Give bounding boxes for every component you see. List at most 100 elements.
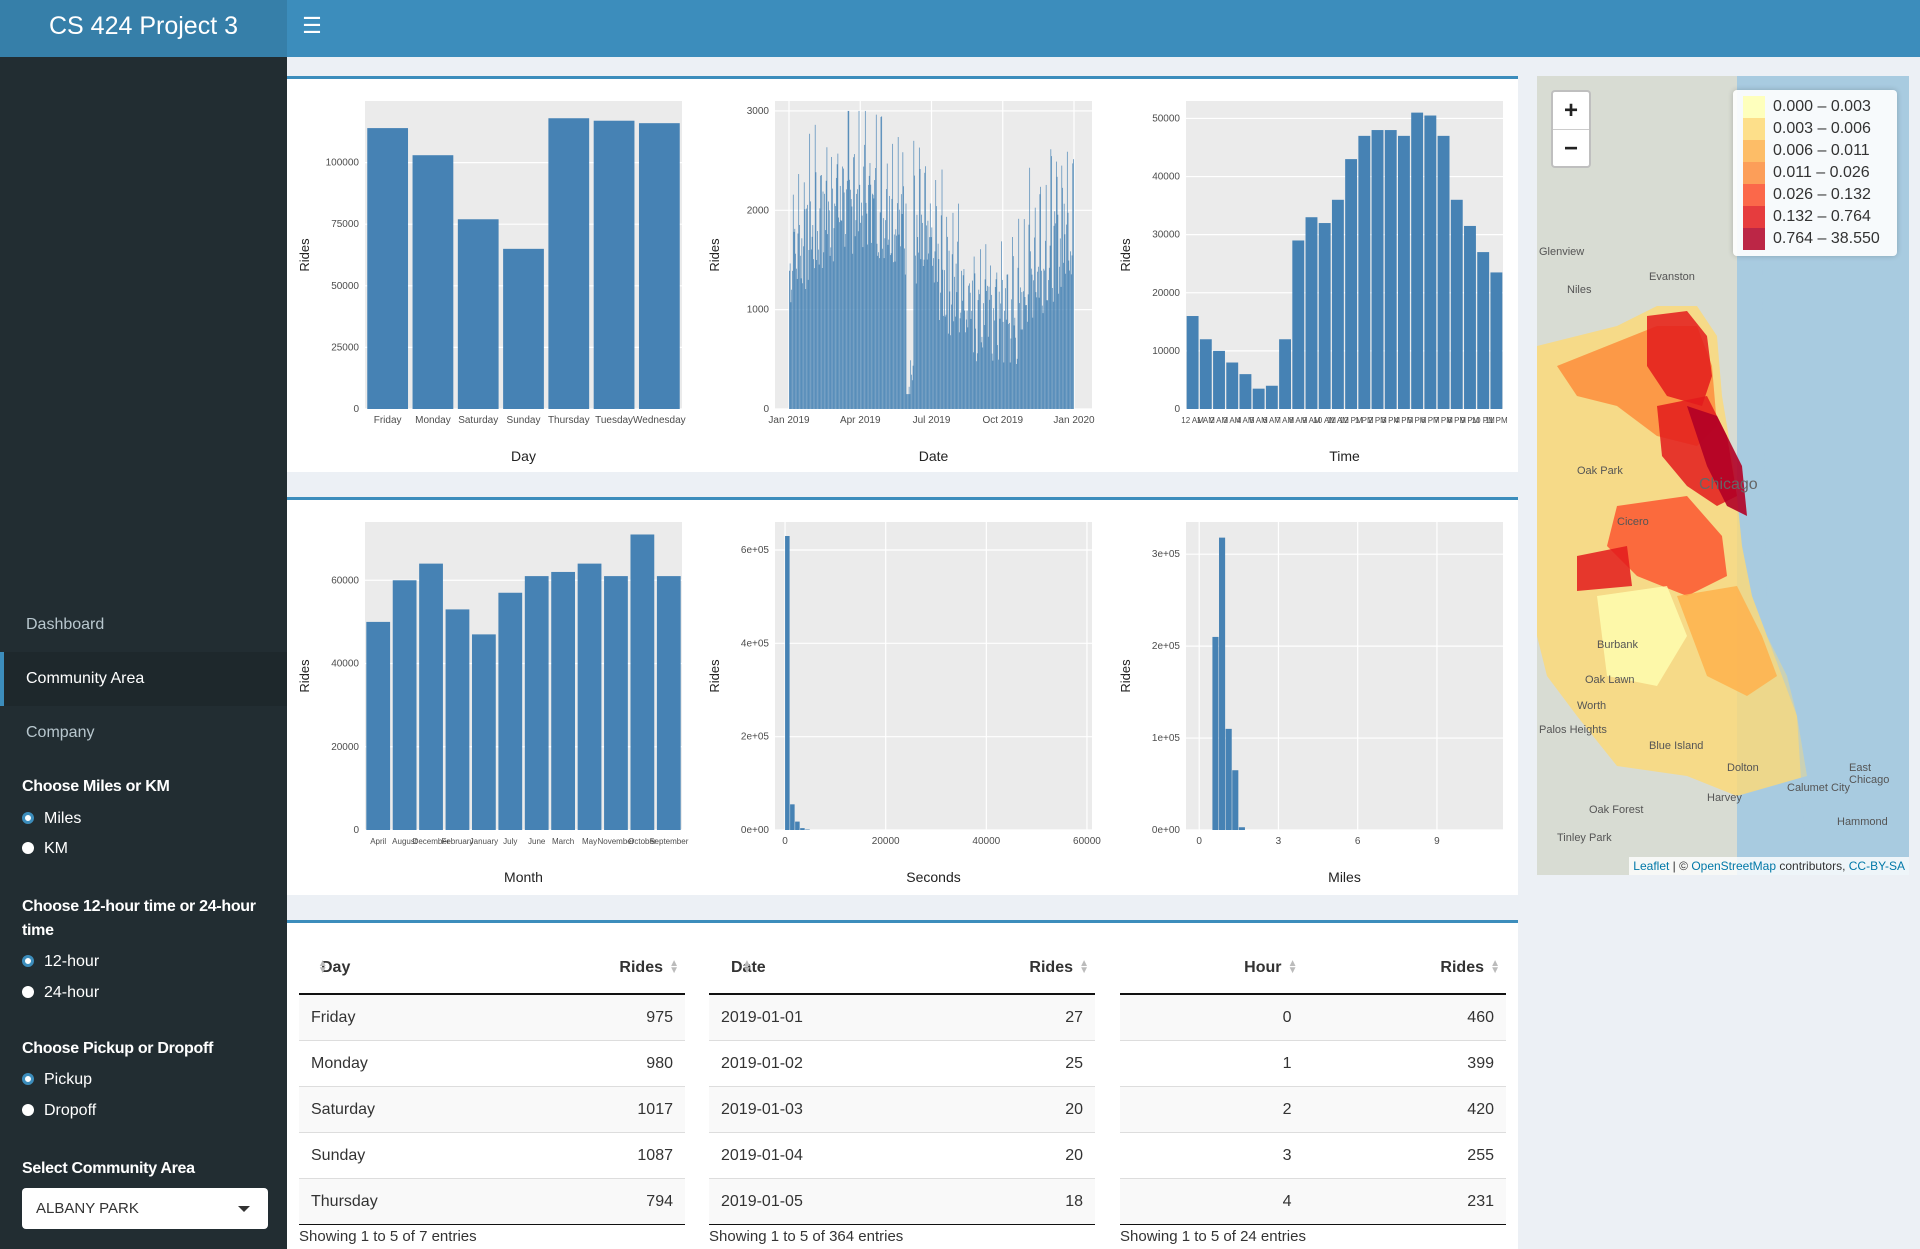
y-tick-label: 2e+05 (1152, 641, 1181, 652)
column-header-date[interactable]: Date ▲ ▼ (709, 943, 946, 995)
radio-24-hour[interactable]: 24-hour (22, 981, 99, 1005)
bar (1279, 339, 1292, 409)
radio-miles-label: Miles (44, 810, 82, 827)
bar (931, 227, 933, 409)
bar (872, 194, 874, 409)
bar (990, 265, 991, 409)
bar (900, 194, 902, 409)
bar (894, 261, 896, 409)
column-header-day[interactable]: Day ▲ ▼ (299, 943, 522, 995)
bar (810, 201, 811, 409)
rides-by-day-table: Day ▲ ▼ Rides ▲ ▼ Friday 975 Monday 980 Saturda… (299, 943, 685, 1225)
bar (895, 229, 897, 409)
bar (1265, 385, 1278, 409)
x-tick-label: 1 PM (1355, 416, 1374, 425)
bar (921, 214, 922, 409)
x-tick-label: Jan 2020 (1053, 415, 1095, 426)
legend-label: 0.000 – 0.003 (1773, 98, 1871, 115)
bar (825, 180, 827, 409)
bar (630, 534, 655, 830)
sidebar-item-company[interactable]: Company (26, 724, 95, 741)
leaflet-link[interactable]: Leaflet (1633, 859, 1670, 873)
bar (879, 212, 881, 409)
radio-miles[interactable]: Miles (22, 807, 81, 831)
map-label-east-chicago: East Chicago (1849, 762, 1890, 786)
bar (1069, 270, 1070, 409)
bar (1005, 288, 1006, 409)
map-label-calumet-city: Calumet City (1787, 782, 1850, 794)
x-tick-label: 8 AM (1289, 416, 1308, 425)
zoom-in-button[interactable]: + (1563, 97, 1578, 124)
radio-dropoff[interactable]: Dropoff (22, 1099, 96, 1123)
bar (1016, 358, 1018, 409)
table-row: Friday 975 (299, 993, 685, 1041)
bar (977, 300, 979, 409)
radio-12-hour[interactable]: 12-hour (22, 950, 99, 974)
bar (915, 283, 917, 409)
bar (829, 255, 831, 409)
sidebar-item-community-area[interactable]: Community Area (0, 652, 287, 706)
x-tick-label: 11 PM (1485, 416, 1508, 425)
bar (1070, 274, 1072, 409)
rides-by-hour-table: Hour ▲ ▼ Rides ▲ ▼ 0 460 1 399 2 420 3 255 4 231 (1120, 943, 1506, 1225)
sidebar-item-dashboard[interactable]: Dashboard (26, 616, 105, 633)
bar (999, 318, 1001, 409)
bar (879, 258, 880, 409)
column-header-hour[interactable]: Hour ▲ ▼ (1120, 943, 1304, 995)
table-cell: Monday (299, 1040, 522, 1087)
bar (927, 220, 929, 409)
bar (803, 246, 804, 409)
bar (1437, 135, 1450, 409)
bar (817, 231, 818, 409)
map-label-harvey: Harvey (1707, 792, 1742, 804)
x-tick-label: 7 PM (1434, 416, 1453, 425)
radio-selected-icon (22, 955, 34, 967)
table-row: 4 231 (1120, 1178, 1506, 1225)
bar (943, 315, 944, 409)
column-header-rides[interactable]: Rides ▲ ▼ (945, 943, 1095, 995)
column-header-rides[interactable]: Rides ▲ ▼ (1303, 943, 1506, 995)
bar (1001, 241, 1002, 409)
y-axis-title: Rides (1118, 659, 1133, 693)
bar (875, 168, 876, 409)
bar (957, 241, 959, 409)
bar (1219, 537, 1226, 830)
x-axis-title: Seconds (906, 869, 960, 885)
bar (1048, 280, 1049, 409)
bar (891, 198, 893, 409)
community-area-select[interactable]: ALBANY PARK (22, 1188, 268, 1229)
bar (1038, 297, 1040, 409)
bar (799, 255, 801, 409)
zoom-out-button[interactable]: − (1553, 129, 1589, 167)
map-label-niles: Niles (1567, 284, 1592, 296)
osm-link[interactable]: OpenStreetMap (1691, 859, 1777, 873)
bar (946, 216, 948, 409)
column-header-rides[interactable]: Rides ▲ ▼ (521, 943, 685, 995)
radio-km[interactable]: KM (22, 837, 68, 861)
bar (843, 168, 844, 409)
hamburger-icon[interactable]: ☰ (302, 13, 322, 38)
map-label-worth: Worth (1577, 700, 1607, 712)
bar (918, 147, 920, 409)
bar (827, 234, 829, 409)
table-cell: 1087 (521, 1132, 685, 1179)
app-title: CS 424 Project 3 (0, 0, 287, 57)
bar (904, 248, 905, 409)
license-link[interactable]: CC-BY-SA (1848, 859, 1905, 873)
bar (885, 220, 886, 409)
bar (988, 286, 990, 409)
bar (933, 258, 934, 409)
x-tick-label: November (598, 837, 635, 846)
x-tick-label: Tuesday (595, 415, 633, 426)
y-tick-label: 60000 (331, 575, 359, 586)
x-tick-label: 12 AM (1181, 416, 1204, 425)
table-cell: 2019-01-05 (709, 1178, 946, 1225)
choropleth-map[interactable]: Evanston Glenview Niles Oak Park Cicero … (1537, 76, 1909, 875)
bar (898, 234, 900, 409)
bar (926, 259, 928, 409)
bar (1013, 325, 1015, 409)
map-label-chicago: Chicago (1699, 476, 1758, 493)
radio-pickup[interactable]: Pickup (22, 1068, 92, 1092)
bar (911, 374, 912, 409)
bar (914, 175, 915, 409)
